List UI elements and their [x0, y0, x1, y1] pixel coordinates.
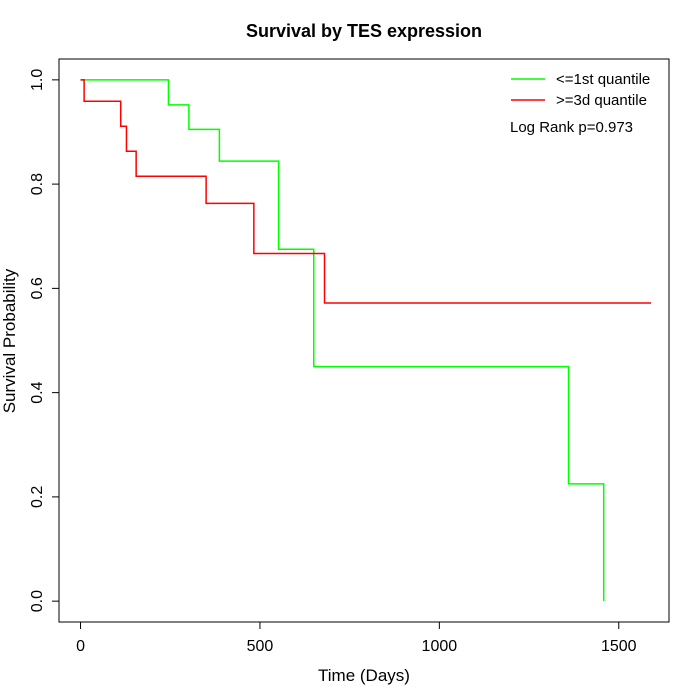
x-tick-label: 500 — [247, 638, 274, 655]
survival-curve-2 — [80, 79, 652, 304]
log-rank-annotation: Log Rank p=0.973 — [510, 119, 633, 136]
x-axis: 0 500 1000 1500 — [76, 621, 637, 655]
legend-label-2: >=3d quantile — [556, 92, 647, 109]
x-tick-label: 1500 — [601, 638, 637, 655]
y-tick-label: 1.0 — [29, 69, 46, 91]
y-tick-label: 0.0 — [29, 590, 46, 612]
series-layer — [80, 79, 652, 602]
y-tick-label: 0.4 — [29, 381, 46, 403]
legend: <=1st quantile >=3d quantile — [511, 71, 650, 109]
legend-label-1: <=1st quantile — [556, 71, 650, 88]
x-tick-label: 1000 — [422, 638, 458, 655]
survival-curve-1 — [80, 79, 605, 602]
chart-title: Survival by TES expression — [246, 21, 482, 41]
x-tick-label: 0 — [76, 638, 85, 655]
y-tick-label: 0.6 — [29, 277, 46, 299]
plot-frame — [58, 58, 670, 623]
y-axis: 0.0 0.2 0.4 0.6 0.8 1.0 — [29, 69, 60, 612]
x-axis-label: Time (Days) — [318, 666, 410, 685]
y-axis-label: Survival Probability — [0, 268, 19, 413]
y-tick-label: 0.2 — [29, 486, 46, 508]
y-tick-label: 0.8 — [29, 173, 46, 195]
